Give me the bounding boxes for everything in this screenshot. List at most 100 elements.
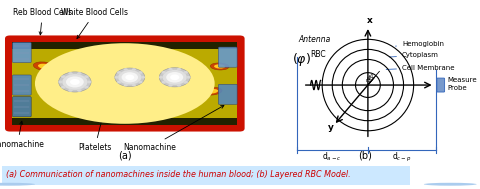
Ellipse shape bbox=[61, 75, 66, 78]
Ellipse shape bbox=[43, 90, 67, 99]
Text: r3: r3 bbox=[365, 78, 371, 83]
Ellipse shape bbox=[61, 86, 66, 89]
Ellipse shape bbox=[70, 79, 80, 85]
Text: d$_{c-p}$: d$_{c-p}$ bbox=[392, 151, 412, 164]
Ellipse shape bbox=[134, 90, 155, 98]
Circle shape bbox=[0, 183, 35, 186]
Circle shape bbox=[424, 183, 477, 186]
Ellipse shape bbox=[59, 72, 91, 92]
Ellipse shape bbox=[44, 47, 206, 120]
Text: $(\varphi)$: $(\varphi)$ bbox=[292, 51, 311, 68]
Ellipse shape bbox=[132, 68, 136, 71]
Ellipse shape bbox=[132, 84, 136, 86]
FancyBboxPatch shape bbox=[2, 166, 410, 185]
Text: Cell Membrane: Cell Membrane bbox=[386, 65, 455, 70]
Ellipse shape bbox=[168, 68, 173, 71]
Ellipse shape bbox=[169, 81, 191, 90]
Text: y: y bbox=[328, 123, 334, 132]
Ellipse shape bbox=[139, 92, 151, 97]
Ellipse shape bbox=[163, 70, 187, 85]
Ellipse shape bbox=[206, 89, 218, 94]
Ellipse shape bbox=[62, 74, 87, 90]
FancyBboxPatch shape bbox=[12, 49, 237, 118]
Text: Cytoplasm: Cytoplasm bbox=[389, 52, 439, 58]
Ellipse shape bbox=[77, 72, 82, 75]
Ellipse shape bbox=[210, 63, 229, 70]
FancyBboxPatch shape bbox=[218, 84, 237, 105]
Text: Hemoglobin: Hemoglobin bbox=[396, 41, 444, 47]
Ellipse shape bbox=[168, 84, 173, 87]
Ellipse shape bbox=[138, 81, 143, 83]
Text: Nanomachine: Nanomachine bbox=[123, 105, 224, 152]
FancyBboxPatch shape bbox=[12, 42, 237, 53]
Ellipse shape bbox=[84, 86, 89, 89]
Ellipse shape bbox=[124, 84, 128, 86]
Ellipse shape bbox=[87, 81, 91, 83]
Ellipse shape bbox=[162, 81, 166, 84]
Ellipse shape bbox=[48, 92, 62, 97]
Ellipse shape bbox=[189, 64, 201, 69]
FancyBboxPatch shape bbox=[12, 43, 31, 63]
Ellipse shape bbox=[66, 76, 84, 88]
Text: d$_{a-c}$: d$_{a-c}$ bbox=[323, 150, 342, 163]
Ellipse shape bbox=[52, 51, 197, 116]
Text: x: x bbox=[367, 16, 372, 25]
Ellipse shape bbox=[117, 71, 121, 74]
Ellipse shape bbox=[155, 70, 169, 75]
Ellipse shape bbox=[121, 72, 138, 82]
FancyBboxPatch shape bbox=[12, 75, 31, 95]
Text: (a): (a) bbox=[118, 151, 132, 161]
Ellipse shape bbox=[61, 55, 189, 112]
Text: RBC: RBC bbox=[311, 50, 326, 59]
Ellipse shape bbox=[125, 74, 134, 80]
Text: Antenna: Antenna bbox=[298, 35, 330, 44]
Ellipse shape bbox=[119, 62, 141, 71]
Ellipse shape bbox=[214, 64, 225, 69]
Text: White Blood Cells: White Blood Cells bbox=[61, 8, 128, 39]
Ellipse shape bbox=[183, 81, 188, 84]
Ellipse shape bbox=[162, 71, 166, 74]
Ellipse shape bbox=[84, 75, 89, 78]
Text: Reb Blood Cells: Reb Blood Cells bbox=[13, 8, 72, 35]
FancyBboxPatch shape bbox=[437, 78, 444, 92]
Text: Platelets: Platelets bbox=[78, 92, 111, 152]
Ellipse shape bbox=[35, 43, 215, 124]
Ellipse shape bbox=[166, 72, 183, 83]
Ellipse shape bbox=[141, 76, 145, 79]
Text: r1: r1 bbox=[369, 74, 374, 79]
Ellipse shape bbox=[159, 76, 163, 79]
Text: Measure: Measure bbox=[447, 77, 477, 83]
Ellipse shape bbox=[38, 64, 52, 69]
Ellipse shape bbox=[115, 76, 119, 79]
Ellipse shape bbox=[70, 59, 180, 108]
FancyBboxPatch shape bbox=[5, 36, 245, 132]
Ellipse shape bbox=[69, 70, 81, 75]
Ellipse shape bbox=[186, 76, 191, 79]
Ellipse shape bbox=[177, 84, 181, 87]
Ellipse shape bbox=[97, 84, 122, 93]
Text: (a) Communication of nanomachines inside the human blood; (b) Layered RBC Model.: (a) Communication of nanomachines inside… bbox=[6, 170, 350, 179]
Ellipse shape bbox=[184, 62, 205, 70]
FancyBboxPatch shape bbox=[12, 115, 237, 125]
Ellipse shape bbox=[88, 59, 101, 64]
Ellipse shape bbox=[65, 68, 85, 77]
Ellipse shape bbox=[183, 71, 188, 74]
Ellipse shape bbox=[68, 89, 73, 92]
Ellipse shape bbox=[84, 58, 106, 66]
Text: (b): (b) bbox=[358, 151, 372, 161]
Ellipse shape bbox=[173, 82, 186, 88]
FancyBboxPatch shape bbox=[218, 47, 237, 67]
Ellipse shape bbox=[138, 71, 143, 74]
Ellipse shape bbox=[177, 68, 181, 71]
Ellipse shape bbox=[202, 88, 222, 95]
Text: Probe: Probe bbox=[447, 85, 467, 91]
Ellipse shape bbox=[159, 68, 190, 87]
Ellipse shape bbox=[170, 74, 180, 80]
Ellipse shape bbox=[87, 67, 162, 101]
Ellipse shape bbox=[102, 85, 117, 91]
Ellipse shape bbox=[150, 68, 174, 77]
Ellipse shape bbox=[33, 62, 57, 71]
Ellipse shape bbox=[77, 89, 82, 92]
Ellipse shape bbox=[115, 68, 145, 87]
Ellipse shape bbox=[68, 72, 73, 75]
